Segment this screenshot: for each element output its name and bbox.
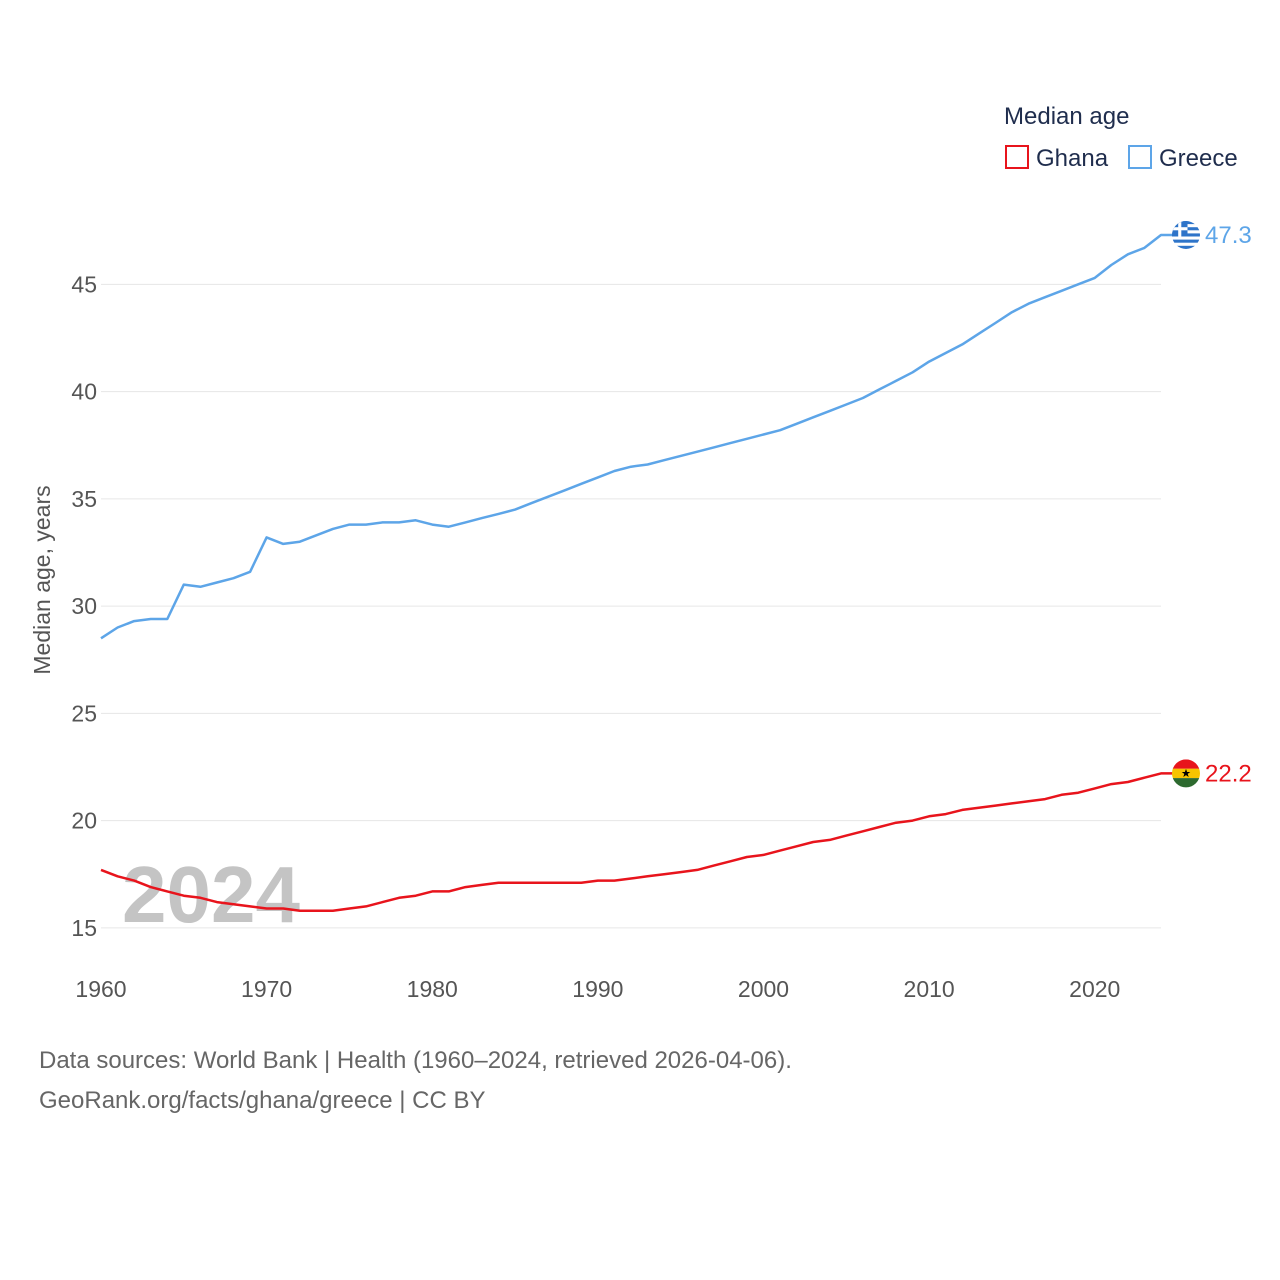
year-watermark: 2024 — [122, 850, 300, 939]
end-value-ghana: 22.2 — [1205, 760, 1252, 787]
legend-title: Median age — [1004, 103, 1129, 130]
y-tick-label: 15 — [71, 915, 97, 941]
gridlines — [101, 283, 1161, 929]
y-tick-label: 35 — [71, 486, 97, 512]
x-tick-label: 1970 — [241, 976, 292, 1002]
ghana-flag-icon — [1172, 759, 1200, 788]
series-line-ghana[interactable] — [100, 772, 1186, 912]
series-line-greece[interactable] — [100, 233, 1186, 640]
y-tick-label: 25 — [71, 700, 97, 726]
attribution-link[interactable]: GeoRank.org/facts/ghana/greece | CC BY — [39, 1087, 485, 1114]
x-tick-labels: 1960 1970 1980 1990 2000 2010 2020 — [75, 976, 1120, 1002]
x-tick-label: 2000 — [738, 976, 789, 1002]
y-tick-label: 45 — [71, 271, 97, 297]
x-tick-label: 2020 — [1069, 976, 1120, 1002]
legend-label-ghana[interactable]: Ghana — [1036, 145, 1109, 172]
y-tick-label: 30 — [71, 593, 97, 619]
legend: Median age Ghana Greece — [1004, 103, 1238, 172]
x-tick-label: 1960 — [75, 976, 126, 1002]
legend-label-greece[interactable]: Greece — [1159, 145, 1238, 172]
y-axis-title: Median age, years — [29, 485, 55, 674]
y-tick-labels: 15 20 25 30 35 40 45 — [71, 271, 97, 940]
legend-swatch-ghana[interactable] — [1005, 145, 1029, 169]
y-tick-label: 40 — [71, 379, 97, 405]
x-tick-label: 1980 — [407, 976, 458, 1002]
y-tick-label: 20 — [71, 808, 97, 834]
x-tick-label: 2010 — [904, 976, 955, 1002]
greece-flag-icon — [1172, 221, 1200, 249]
x-tick-label: 1990 — [572, 976, 623, 1002]
end-value-greece: 47.3 — [1205, 222, 1252, 249]
data-sources-note: Data sources: World Bank | Health (1960–… — [39, 1047, 792, 1074]
legend-swatch-greece[interactable] — [1128, 145, 1152, 169]
